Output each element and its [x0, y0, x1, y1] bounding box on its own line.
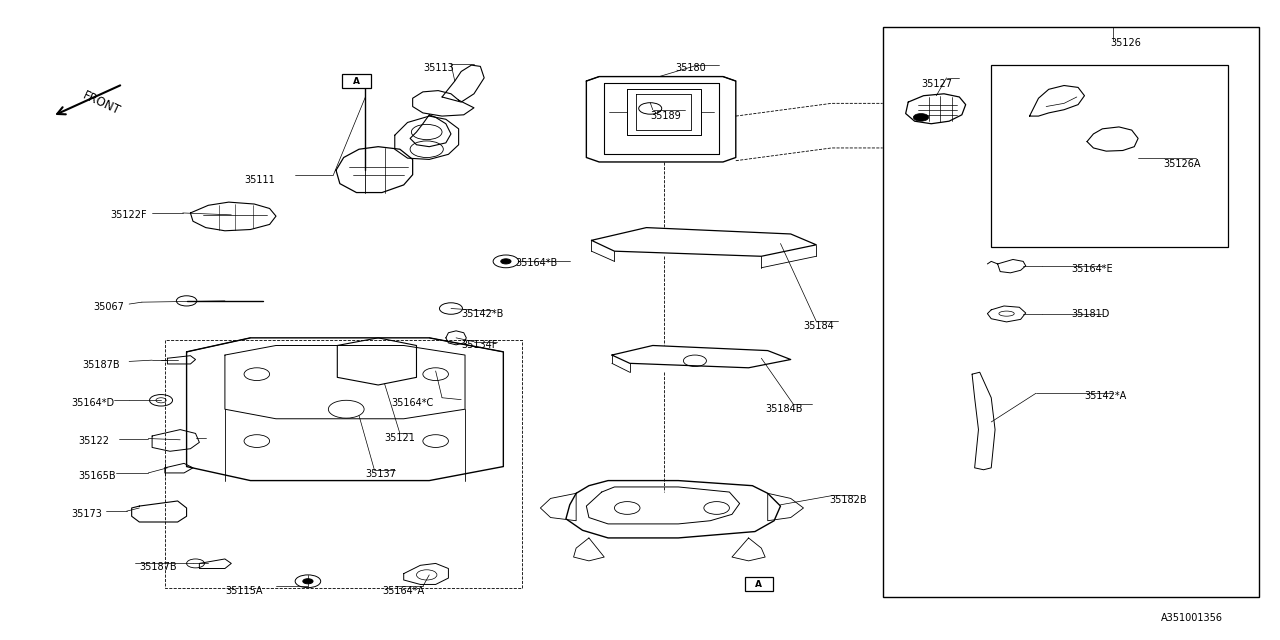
Text: 35115A: 35115A	[225, 586, 262, 596]
Text: FRONT: FRONT	[81, 89, 123, 118]
Text: 35164*B: 35164*B	[515, 258, 557, 268]
Text: 35142*B: 35142*B	[461, 308, 503, 319]
Text: 35164*C: 35164*C	[390, 398, 433, 408]
Text: 35122F: 35122F	[110, 210, 147, 220]
Text: 35164*A: 35164*A	[381, 586, 424, 596]
Text: 35137: 35137	[365, 469, 397, 479]
Text: 35182B: 35182B	[829, 495, 867, 505]
Text: A: A	[755, 580, 763, 589]
Text: 35184B: 35184B	[765, 404, 803, 414]
Circle shape	[303, 579, 314, 584]
Text: 35164*D: 35164*D	[72, 398, 115, 408]
Bar	[343, 74, 370, 88]
Text: 35111: 35111	[244, 175, 275, 185]
Bar	[991, 65, 1228, 246]
Text: 35127: 35127	[922, 79, 952, 89]
Text: A351001356: A351001356	[1161, 613, 1224, 623]
Text: 35121: 35121	[384, 433, 416, 443]
Text: 35134F: 35134F	[461, 340, 498, 351]
Text: 35122: 35122	[78, 436, 109, 446]
Text: 35187B: 35187B	[140, 563, 177, 572]
Text: 35126A: 35126A	[1164, 159, 1201, 169]
Text: 35067: 35067	[93, 302, 124, 312]
Text: 35113: 35113	[422, 63, 453, 74]
Text: 35173: 35173	[72, 509, 102, 519]
Bar	[745, 577, 773, 591]
Bar	[883, 27, 1260, 597]
Text: 35164*E: 35164*E	[1071, 264, 1114, 274]
Text: 35126: 35126	[1110, 38, 1140, 48]
Text: 35184: 35184	[804, 321, 835, 332]
Circle shape	[914, 113, 929, 121]
Circle shape	[500, 259, 511, 264]
Text: 35142*A: 35142*A	[1084, 392, 1126, 401]
Text: 35187B: 35187B	[82, 360, 119, 370]
Text: 35180: 35180	[676, 63, 707, 74]
Text: 35165B: 35165B	[78, 471, 115, 481]
Text: 35181D: 35181D	[1071, 308, 1110, 319]
Text: A: A	[353, 77, 360, 86]
Text: 35189: 35189	[650, 111, 681, 121]
